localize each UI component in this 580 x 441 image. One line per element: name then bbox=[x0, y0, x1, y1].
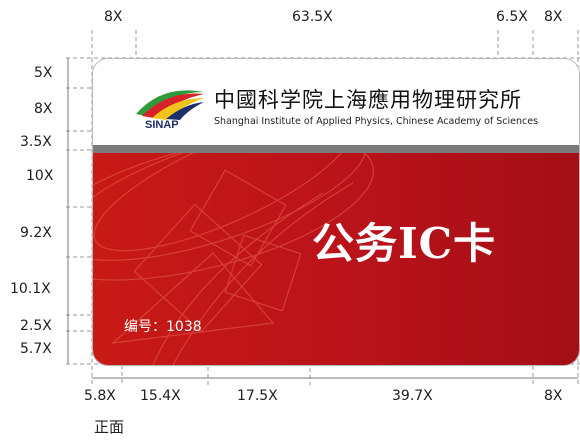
org-name-english: Shanghai Institute of Applied Physics, C… bbox=[214, 116, 539, 127]
dim-top-gap: 6.5X bbox=[496, 9, 528, 25]
logo-text: SINAP bbox=[145, 119, 179, 131]
dim-left-logo-gap: 3.5X bbox=[20, 134, 52, 150]
dim-bottom-left-margin: 5.8X bbox=[84, 388, 116, 404]
dim-left-band-to-title: 10X bbox=[26, 168, 54, 184]
dim-top-right-margin: 8X bbox=[544, 9, 563, 25]
dim-bottom-number-width: 15.4X bbox=[140, 388, 181, 404]
dim-bottom-right-margin: 8X bbox=[544, 388, 563, 404]
dim-top-left-margin: 8X bbox=[104, 9, 123, 25]
card-gray-stripe bbox=[93, 145, 579, 153]
dim-left-top-margin: 5X bbox=[34, 65, 53, 81]
caption-front-side: 正面 bbox=[94, 418, 125, 436]
org-name-chinese: 中國科学院上海應用物理研究所 bbox=[214, 88, 522, 112]
dim-bottom-title-width: 39.7X bbox=[392, 388, 433, 404]
card-number: 编号：1038 bbox=[124, 319, 202, 335]
dim-bottom-gap: 17.5X bbox=[237, 388, 278, 404]
dim-left-bottom-margin: 5.7X bbox=[20, 341, 52, 357]
card-red-band bbox=[93, 153, 579, 365]
card-title: 公务IC卡 bbox=[312, 219, 497, 268]
card-decoration bbox=[93, 153, 375, 365]
dim-left-title-height: 9.2X bbox=[20, 225, 52, 241]
ic-card-front bbox=[92, 58, 580, 366]
dim-left-logo-height: 8X bbox=[34, 101, 53, 117]
dim-left-title-to-number: 10.1X bbox=[10, 281, 51, 297]
sinap-logo-icon bbox=[136, 90, 204, 120]
dim-left-number-height: 2.5X bbox=[20, 318, 52, 334]
dim-top-text-width: 63.5X bbox=[292, 9, 333, 25]
